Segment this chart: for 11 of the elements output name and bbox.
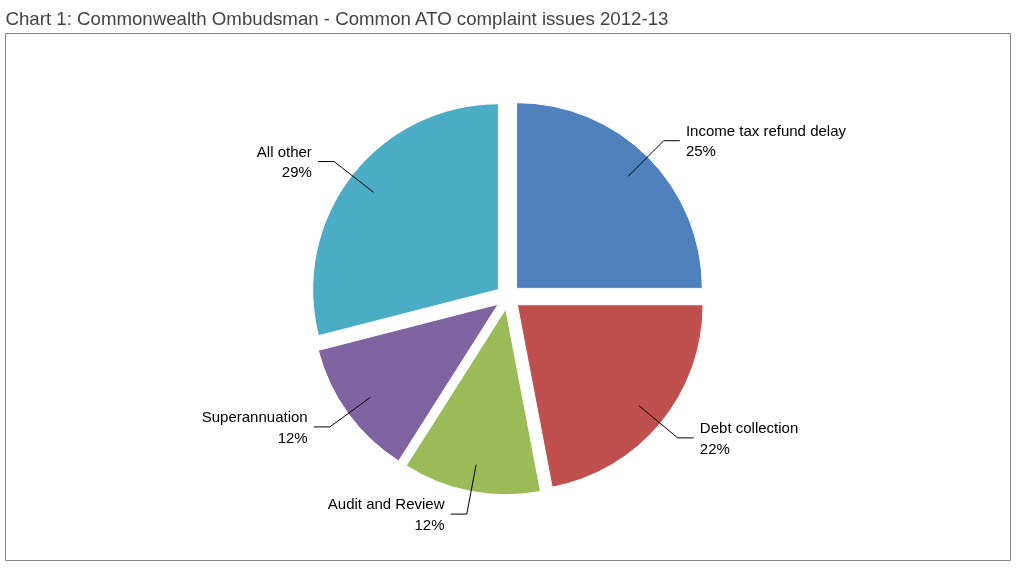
- data-label: 22%: [699, 439, 730, 457]
- data-label: 25%: [685, 142, 716, 160]
- slice-label: All other: [256, 142, 312, 160]
- data-label: 12%: [414, 515, 445, 533]
- data-label: 29%: [281, 163, 312, 181]
- slice-label: Audit and Review: [327, 495, 445, 513]
- slice-label: Debt collection: [699, 419, 799, 437]
- data-label: 12%: [277, 428, 308, 446]
- slice-label: Superannuation: [201, 408, 308, 426]
- chart-title: Chart 1: Commonwealth Ombudsman - Common ATO complaint issues 2012-13: [5, 7, 669, 29]
- slice-label: Income tax refund delay: [685, 122, 847, 140]
